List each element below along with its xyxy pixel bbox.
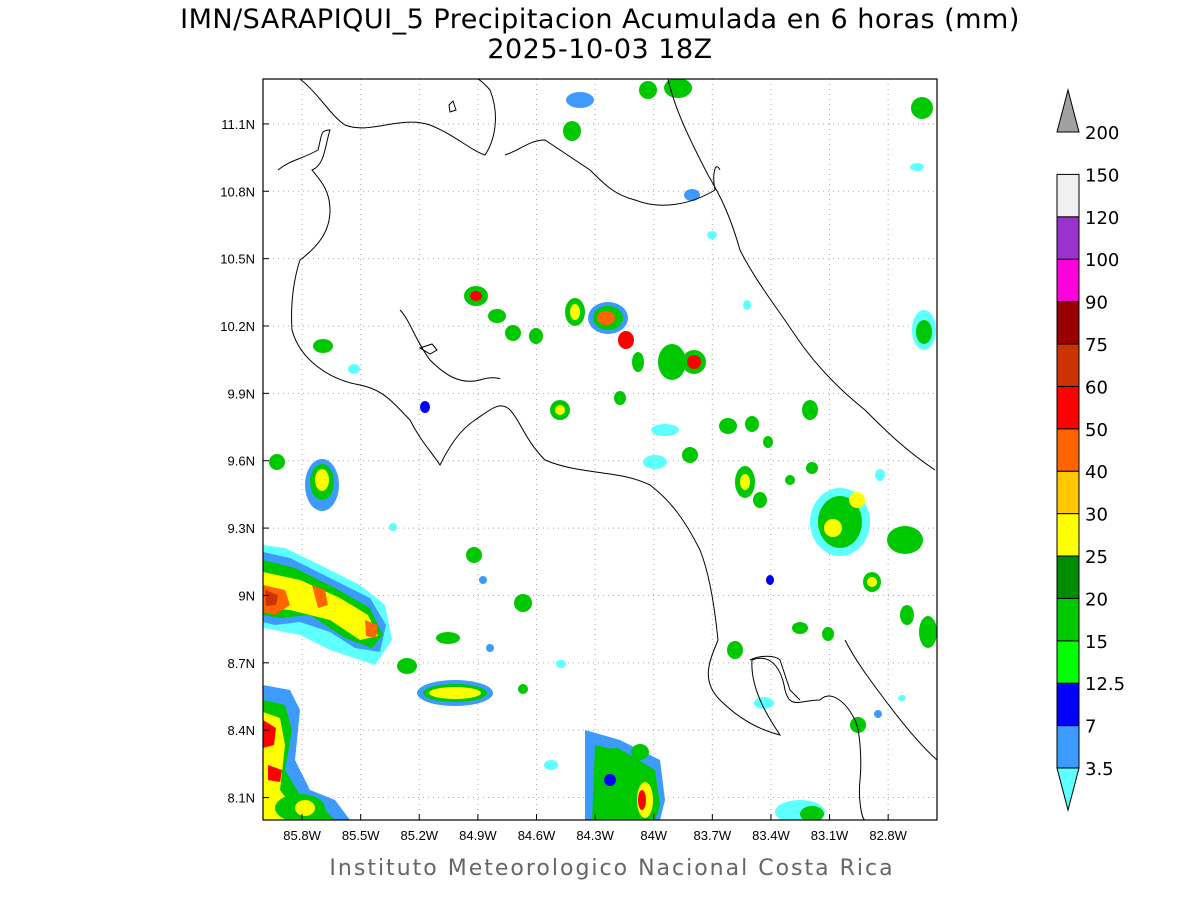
map-subtitle-datetime: 2025-10-03 18Z [487, 34, 713, 65]
colorbar-level-label: 3.5 [1085, 759, 1114, 780]
coastline-ometepe [448, 100, 457, 113]
map-footer-credit: Instituto Meteorologico Nacional Costa R… [329, 856, 895, 881]
colorbar-swatch [1056, 301, 1080, 345]
lat-tick-label: 10.5N [220, 252, 255, 267]
lat-tick-label: 8.1N [228, 791, 255, 806]
lon-tick-label: 85.5W [342, 828, 380, 843]
coastlines [277, 79, 937, 820]
coastline-pacific-nicoya [277, 129, 866, 820]
colorbar-swatch [1056, 555, 1080, 599]
coastline-lake-island [418, 343, 438, 355]
colorbar-level-label: 30 [1085, 505, 1108, 526]
colorbar-swatch [1056, 513, 1080, 557]
lon-tick-label: 85.8W [283, 828, 321, 843]
lat-tick-label: 10.8N [220, 184, 255, 199]
lon-tick-label: 84W [640, 828, 667, 843]
colorbar-swatch [1056, 216, 1080, 260]
precip-colorbar: 3.5 7 12.5 15 20 25 30 40 50 60 75 90 100 120 150 200 [1056, 88, 1125, 812]
coastline-caribbean [667, 79, 936, 471]
lat-tick-label: 11.1N [221, 117, 255, 132]
colorbar-level-label: 7 [1085, 717, 1096, 738]
precip-layer [263, 79, 937, 820]
longitude-axis: 85.8W 85.5W 85.2W 84.9W 84.6W 84.3W 84W 83.7W 83… [283, 814, 908, 843]
precip-cells-north [563, 79, 936, 350]
precip-cells-caribbean [719, 400, 937, 733]
colorbar-level-label: 12.5 [1085, 674, 1125, 695]
colorbar-lower-arrow [1056, 767, 1080, 812]
colorbar-swatch [1056, 640, 1080, 684]
precip-cells-central [420, 286, 706, 469]
coastline-panama-border [844, 639, 937, 761]
lon-tick-label: 83.1W [811, 828, 849, 843]
precip-cell-west-pacific [263, 545, 392, 665]
map-gridlines [263, 79, 937, 820]
colorbar-swatch [1056, 385, 1080, 430]
colorbar-level-label: 40 [1085, 462, 1108, 483]
colorbar-swatch [1056, 682, 1080, 727]
lon-tick-label: 85.2W [401, 828, 439, 843]
colorbar-level-label: 15 [1085, 632, 1108, 653]
lat-tick-label: 8.4N [228, 723, 255, 738]
colorbar-level-label: 25 [1085, 547, 1108, 568]
colorbar-swatch [1056, 428, 1080, 472]
colorbar-swatch [1056, 597, 1080, 642]
coastline-nicoya-gulf [399, 309, 501, 382]
coastline-lake-nicaragua [299, 79, 496, 156]
lat-tick-label: 8.7N [228, 656, 255, 671]
precip-cells-south [275, 730, 825, 820]
precip-cell-southwest [263, 685, 350, 820]
colorbar-swatch [1056, 173, 1080, 218]
colorbar-level-label: 150 [1085, 165, 1119, 186]
colorbar-level-label: 50 [1085, 420, 1108, 441]
lat-tick-label: 9N [238, 588, 255, 603]
colorbar-swatch [1056, 725, 1080, 769]
latitude-axis: 11.1N 10.8N 10.5N 10.2N 9.9N 9.6N 9.3N 9N 8.7N 8.… [220, 117, 269, 806]
lon-tick-label: 82.8W [869, 828, 907, 843]
coastline-northern-border [504, 139, 721, 206]
colorbar-swatch [1056, 343, 1080, 387]
map-title: IMN/SARAPIQUI_5 Precipitacion Acumulada … [180, 4, 1020, 35]
colorbar-level-label: 200 [1085, 123, 1119, 144]
lon-tick-label: 84.9W [459, 828, 497, 843]
colorbar-level-label: 20 [1085, 589, 1108, 610]
lon-tick-label: 84.3W [576, 828, 614, 843]
colorbar-level-label: 60 [1085, 377, 1108, 398]
lat-tick-label: 9.9N [228, 386, 255, 401]
lon-tick-label: 83.4W [752, 828, 790, 843]
lon-tick-label: 84.6W [518, 828, 556, 843]
lat-tick-label: 9.3N [228, 521, 255, 536]
precip-light-spots [348, 163, 924, 770]
precip-cells-pacific-band [269, 339, 532, 706]
lat-tick-label: 10.2N [220, 319, 255, 334]
coastline-osa [749, 655, 801, 701]
lat-tick-label: 9.6N [228, 454, 255, 469]
colorbar-swatch [1056, 470, 1080, 515]
colorbar-level-label: 90 [1085, 293, 1108, 314]
map-frame [262, 78, 938, 821]
colorbar-level-label: 100 [1085, 250, 1119, 271]
colorbar-level-label: 75 [1085, 335, 1108, 356]
colorbar-swatch [1056, 258, 1080, 303]
colorbar-upper-arrow [1056, 88, 1080, 133]
lon-tick-label: 83.7W [694, 828, 732, 843]
colorbar-level-label: 120 [1085, 208, 1119, 229]
